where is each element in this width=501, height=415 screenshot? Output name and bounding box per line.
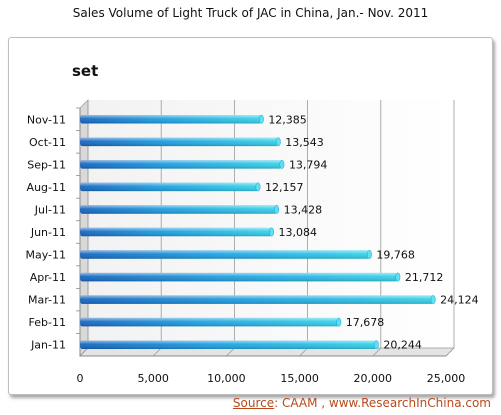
bar-end-cap	[430, 295, 436, 305]
x-tick-label: 0	[77, 372, 84, 385]
bar-shine	[80, 272, 398, 282]
bar-end-cap	[395, 272, 401, 282]
category-label: May-11	[25, 249, 66, 262]
bar-shine	[80, 137, 279, 147]
bar-end-cap	[275, 137, 281, 147]
source-credit: Source: CAAM , www.ResearchInChina.com	[233, 396, 491, 410]
data-label: 13,543	[285, 136, 324, 149]
bar-end-cap	[373, 340, 379, 350]
data-label: 17,678	[346, 316, 385, 329]
chart-title: Sales Volume of Light Truck of JAC in Ch…	[72, 6, 429, 20]
x-tick-label: 5,000	[137, 372, 169, 385]
source-label: Source	[232, 396, 275, 410]
bar-shine	[80, 250, 370, 259]
source-text: : CAAM , www.ResearchInChina.com	[274, 396, 491, 410]
bar-shine	[80, 182, 258, 192]
bar-end-cap	[269, 227, 274, 237]
category-label: Jul-11	[34, 203, 66, 216]
data-label: 13,084	[279, 226, 318, 239]
data-label: 13,794	[289, 158, 328, 171]
category-label: Apr-11	[30, 271, 66, 284]
x-tick-label: 10,000	[207, 372, 246, 385]
category-label: Mar-11	[28, 294, 66, 307]
bar-end-cap	[279, 159, 285, 169]
category-label: Feb-11	[29, 316, 66, 329]
bar-shine	[80, 227, 272, 237]
category-label: Aug-11	[27, 181, 66, 194]
bar-end-cap	[274, 204, 280, 214]
unit-label: set	[72, 62, 99, 80]
bar-shine	[80, 295, 434, 304]
x-gridline-floor	[445, 347, 455, 357]
data-label: 20,244	[383, 339, 422, 352]
data-label: 13,428	[284, 203, 323, 216]
data-label: 24,124	[440, 294, 479, 307]
bar-shine	[80, 340, 377, 349]
category-label: Sep-11	[27, 158, 66, 171]
x-gridline-floor	[152, 347, 162, 357]
bar-end-cap	[336, 317, 342, 327]
x-gridline-floor	[79, 347, 89, 357]
x-tick-label: 20,000	[354, 372, 393, 385]
data-label: 12,157	[265, 181, 304, 194]
bar-end-cap	[366, 250, 372, 260]
category-label: Jan-11	[30, 339, 66, 352]
bar-shine	[80, 205, 277, 214]
bar-end-cap	[255, 182, 261, 192]
bar-shine	[80, 317, 339, 327]
x-gridline-floor	[372, 347, 382, 357]
data-label: 12,385	[268, 113, 307, 126]
x-tick-label: 25,000	[427, 372, 466, 385]
x-gridline-floor	[226, 347, 235, 357]
bar-shine	[80, 160, 282, 169]
data-label: 21,712	[405, 271, 444, 284]
data-label: 19,768	[376, 249, 415, 262]
bar-shine	[80, 115, 262, 124]
bar-end-cap	[258, 114, 264, 124]
category-label: Jun-11	[30, 226, 66, 239]
category-label: Nov-11	[27, 113, 66, 126]
x-tick-label: 15,000	[280, 372, 319, 385]
category-label: Oct-11	[29, 136, 66, 149]
x-gridline-floor	[299, 347, 308, 357]
